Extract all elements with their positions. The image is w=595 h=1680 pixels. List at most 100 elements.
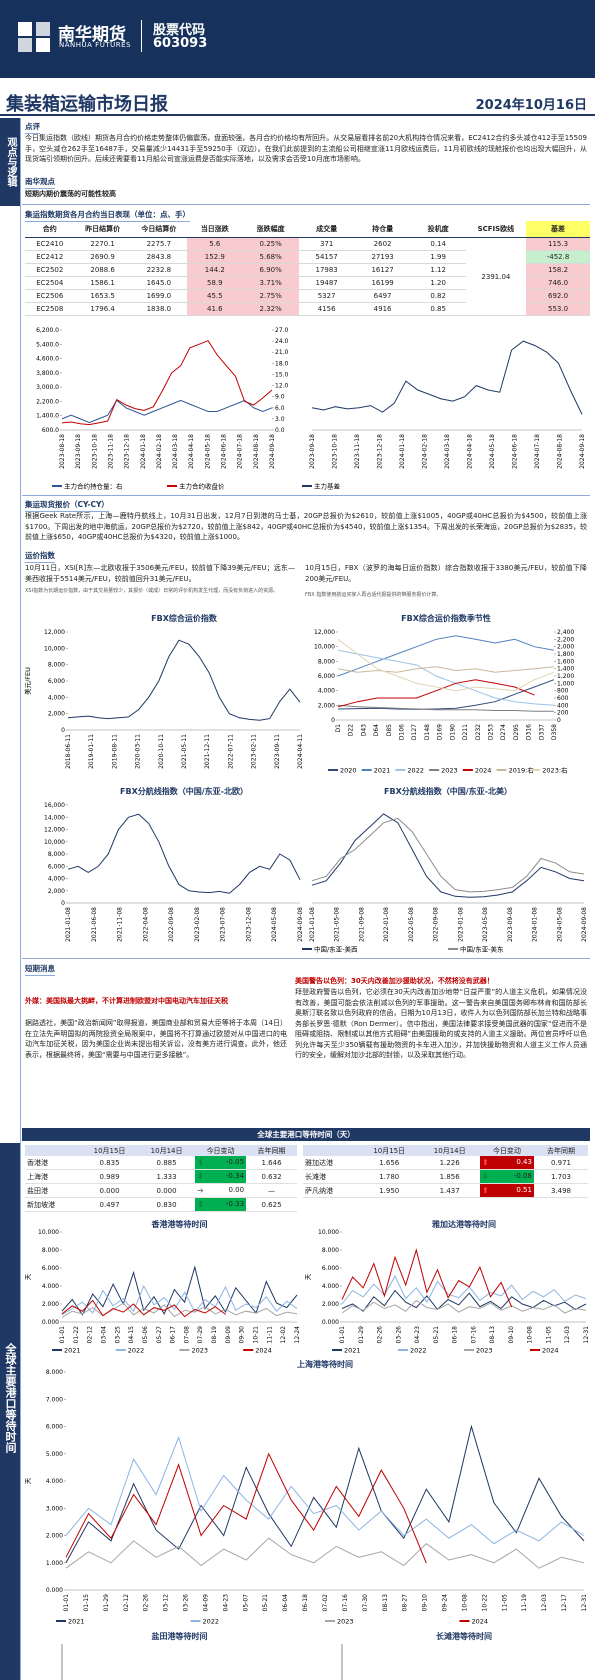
- x-tick-label: 08-27: [402, 1594, 409, 1612]
- x-tick-label: D106: [399, 724, 406, 740]
- y-tick-label: 14,000: [44, 814, 65, 821]
- x-tick-label: D85: [386, 724, 393, 736]
- table-cell: 0.000: [138, 1183, 196, 1198]
- legend-label: 2022: [203, 1618, 220, 1626]
- x-tick-label: 2024-05-18: [489, 434, 496, 469]
- x-tick-label: 2021-06-08: [91, 907, 98, 942]
- change-cell: ⬇ -0.08: [479, 1169, 534, 1184]
- y-tick-label: 6.000: [42, 1265, 59, 1272]
- series-line: [337, 679, 555, 710]
- x-tick-label: D274: [500, 724, 507, 740]
- table-row: 萨凡纳港 1.950 1.437 ⬆ 0.51 3.498: [303, 1183, 588, 1198]
- rule: [22, 495, 590, 496]
- x-tick-label: 10-22: [481, 1594, 488, 1612]
- table-cell: 0.625: [246, 1197, 297, 1212]
- y2-tick-label: 1,800: [557, 651, 574, 658]
- table-cell: 2690.9: [74, 250, 131, 264]
- legend-label: 2023: [337, 1618, 354, 1626]
- x-tick-label: 2024-01-08: [532, 907, 539, 942]
- y-tick-label: 12,000: [44, 629, 65, 636]
- y-tick-label: 2,000: [318, 702, 335, 709]
- port-name: 雅加达港: [303, 1156, 359, 1170]
- y-tick-label: 4,000: [48, 876, 65, 883]
- table-cell: 2088.6: [74, 263, 131, 277]
- y-tick-label: 6,000: [318, 673, 335, 680]
- table-cell: 1.656: [359, 1156, 420, 1170]
- chart: 上海港等待时间 0.000 1.000 2.000 3.000 4.000 5.000 6.0…: [24, 1359, 588, 1626]
- x-tick-label: 2023-11-18: [107, 434, 114, 469]
- y-tick-label: 4,600.0: [36, 356, 59, 363]
- x-tick-label: 2024-09-18: [579, 434, 586, 469]
- table-cell: 54157: [298, 250, 355, 264]
- ports-table: 10月15日 10月14日 今日变动 去年同期 雅加达港 1.656 1.226 ⬆ 0.43 0…: [303, 1145, 588, 1198]
- table-row: EC2410 2270.1 2275.7 5.6 0.25% 371 2602 0.14 239…: [25, 237, 590, 316]
- series-line: [337, 666, 555, 673]
- x-tick-label: 05-21: [433, 1326, 440, 1344]
- y-tick-label: 8.000: [46, 1369, 63, 1376]
- series-line: [311, 340, 583, 415]
- series-line: [61, 1284, 298, 1316]
- table-row: EC2504 1586.1 1645.0 58.9 3.71% 19487 16199 1.2…: [25, 276, 590, 290]
- table-cell: 16127: [354, 263, 411, 277]
- y-tick-label: 3,800.0: [36, 370, 59, 377]
- column-header: 持仓量: [354, 221, 411, 238]
- table-cell: 1796.4: [74, 302, 131, 316]
- x-tick-label: 12-03: [541, 1594, 548, 1612]
- series-line: [341, 1299, 587, 1314]
- table-cell: 0.497: [81, 1197, 139, 1212]
- basis-cell: 158.2: [526, 263, 590, 277]
- chart: 600.0 1,400.0 2,200.0 3,000.0 3,800.0 4,600.0…: [36, 327, 288, 491]
- y-axis-label: 天: [24, 1477, 32, 1484]
- table-cell: 5.6: [186, 237, 243, 251]
- legend-label: 中国/东亚-美东: [460, 945, 504, 954]
- table-cell: 2270.1: [74, 237, 131, 251]
- x-tick-label: 11-19: [521, 1594, 528, 1612]
- x-tick-label: 2023-09-18: [309, 434, 316, 469]
- chart: FBX综合运价指数 0 2,000 4,000 6,000 8,000 10,000 12,0…: [23, 613, 304, 769]
- table-cell: 1.437: [419, 1183, 480, 1198]
- table-cell: —: [246, 1183, 297, 1198]
- section-heading: 运价指数: [25, 550, 55, 563]
- y-tick-label: 12,000: [314, 629, 335, 636]
- table-cell: 17983: [298, 263, 355, 277]
- legend-label: 2023: [441, 767, 458, 775]
- table-cell: 1.226: [419, 1156, 480, 1170]
- x-tick-label: D211: [462, 724, 469, 740]
- news-title: 外媒：美国拟最大挑衅，不计算进制欧盟对中国电动汽车加征关税: [25, 997, 228, 1005]
- legend-label: 2023: [476, 1347, 493, 1355]
- news-text: 拜登政府警告以色列，它必须在30天内改善加沙地带“日益严重”的人道主义危机，如果…: [295, 988, 587, 1059]
- x-tick-label: 01-29: [358, 1326, 365, 1344]
- chart-title: FBX综合运价指数: [151, 613, 218, 623]
- table-cell: 1.333: [138, 1169, 196, 1184]
- x-tick-label: 12-17: [561, 1594, 568, 1612]
- x-tick-label: D232: [475, 724, 482, 740]
- y-tick-label: 0.000: [46, 1587, 63, 1594]
- chart-title: 长滩港等待时间: [436, 1631, 492, 1641]
- series-line: [65, 1424, 585, 1564]
- port-name: 长滩港: [303, 1169, 359, 1184]
- legend-label: 2024: [255, 1347, 272, 1355]
- column-header: 去年同期: [246, 1145, 297, 1156]
- x-tick-label: 2023-09-18: [75, 434, 82, 469]
- y-tick-label: 4.000: [42, 1283, 59, 1290]
- x-tick-label: 2023-07-08: [220, 907, 227, 942]
- series-line: [337, 638, 555, 692]
- chart-title: FBX分航线指数（中国/东亚-北美）: [384, 786, 512, 796]
- x-tick-label: 2019-01-11: [88, 734, 95, 769]
- ports-title: 全球主要港口等待时间（天）: [22, 1128, 590, 1141]
- rule: [22, 204, 590, 205]
- y-tick-label: 6,000: [48, 678, 65, 685]
- x-tick-label: 10-08: [527, 1326, 534, 1344]
- table-row: EC2508 1796.4 1838.0 41.6 2.32% 4156 4916 0.85 5…: [25, 302, 590, 316]
- spot-text: 根据Geek Rate所示，上海—鹿特丹航线上，10月31日出发，12月7日到港…: [25, 512, 587, 541]
- x-tick-label: 12-02: [280, 1326, 287, 1344]
- ports-table: 10月15日 10月14日 今日变动 去年同期 香港港 0.835 0.885 ⬇ -0.05 1…: [25, 1145, 297, 1212]
- x-tick-label: 01-29: [103, 1594, 110, 1612]
- scfis-cell: 2391.04: [465, 237, 527, 316]
- column-header: 合约: [25, 221, 75, 238]
- table-cell: 1.20: [410, 276, 466, 290]
- series-line: [341, 1275, 587, 1305]
- x-tick-label: 01-22: [73, 1326, 80, 1344]
- port-name: 新加坡港: [25, 1197, 81, 1212]
- y2-tick-label: 1,600: [557, 658, 574, 665]
